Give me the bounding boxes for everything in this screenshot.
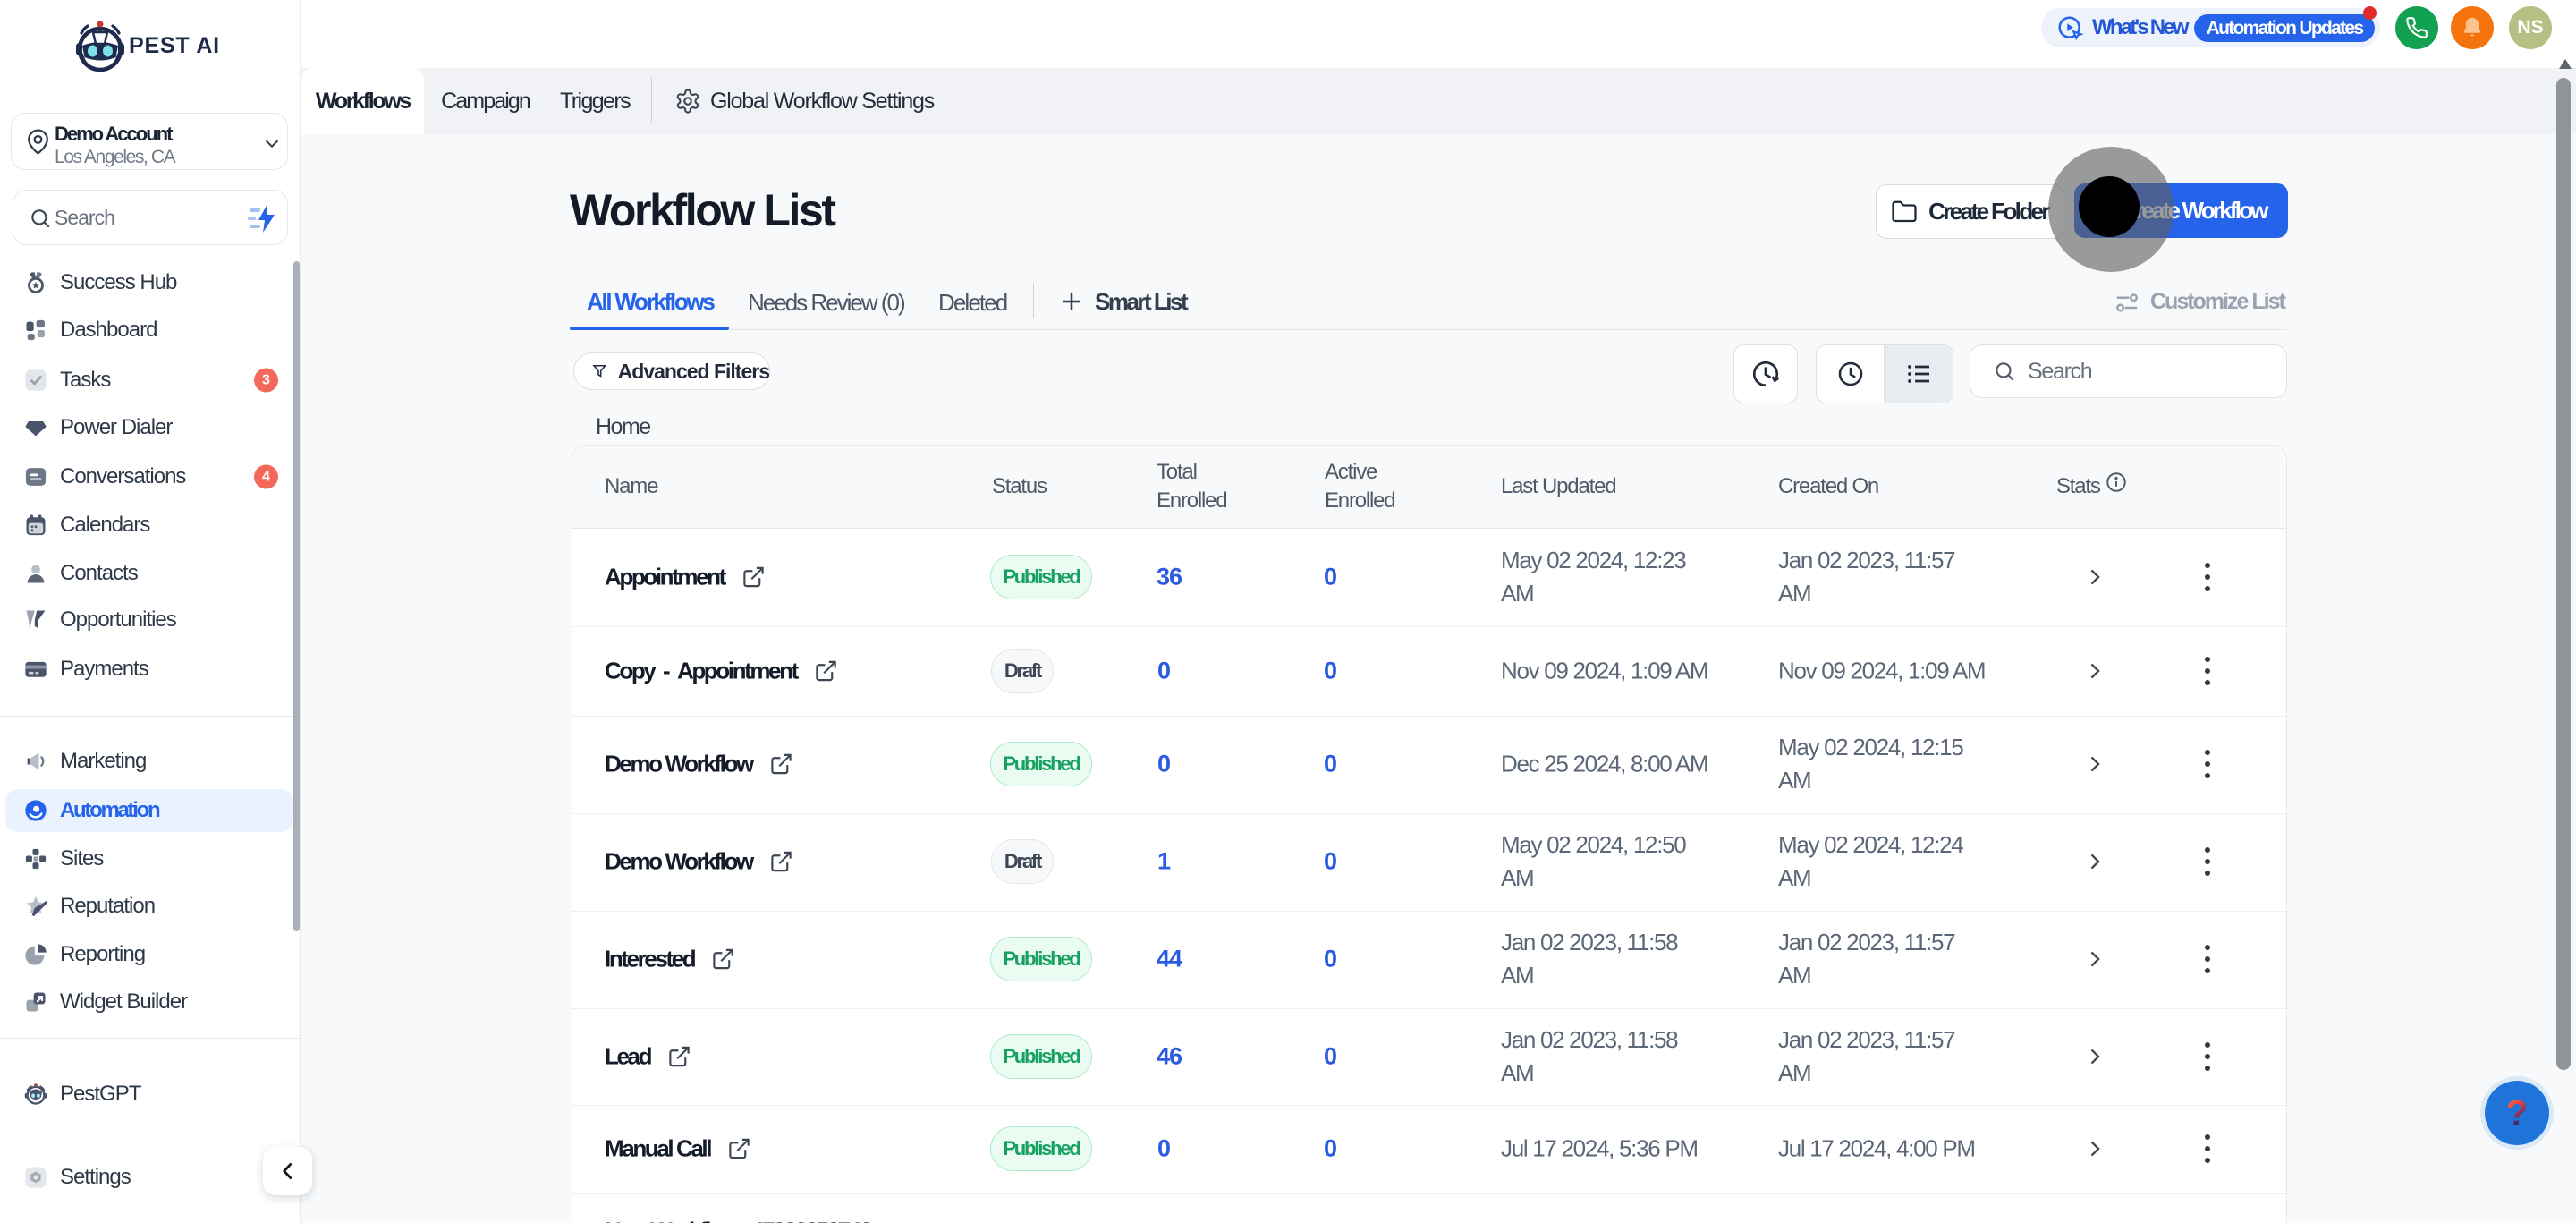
svg-text:?: ? (2506, 1093, 2529, 1133)
